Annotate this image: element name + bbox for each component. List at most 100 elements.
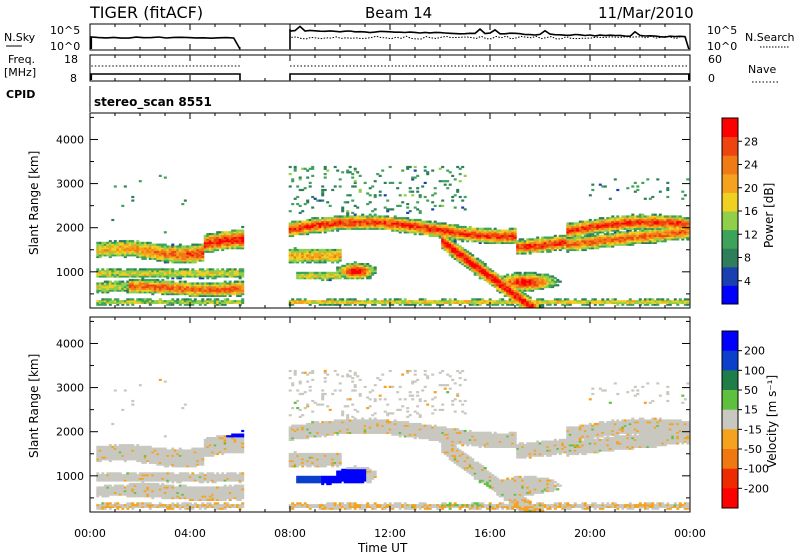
power-cell: [413, 225, 417, 229]
power-cell: [686, 218, 690, 222]
power-cell: [113, 284, 117, 287]
power-cell: [128, 240, 132, 243]
power-cell: [668, 222, 672, 225]
power-cell: [298, 300, 302, 303]
power-cell: [333, 275, 337, 278]
power-cell: [181, 280, 185, 283]
power-cell: [141, 255, 145, 259]
power-cell: [128, 275, 132, 278]
power-cell: [506, 231, 510, 234]
power-cell: [396, 222, 400, 225]
power-cell: [456, 238, 460, 241]
power-cell: [653, 231, 657, 234]
power-cell: [316, 300, 320, 303]
power-cell: [353, 301, 357, 304]
velocity-cell: [96, 449, 100, 452]
power-cell: [506, 241, 510, 244]
power-cell: [358, 264, 362, 267]
power-cell: [128, 252, 132, 255]
power-cell: [571, 236, 575, 239]
power-cell: [511, 284, 515, 287]
power-cell: [103, 285, 107, 289]
power-cell: [538, 248, 542, 252]
power-cell: [316, 231, 320, 234]
power-cell: [526, 271, 530, 274]
power-cell: [443, 298, 447, 301]
power-cell: [116, 273, 120, 276]
power-cell: [178, 268, 182, 271]
power-cell: [221, 234, 225, 237]
power-cell: [378, 222, 382, 225]
velocity-cell: [103, 505, 107, 508]
power-cell: [216, 238, 220, 241]
power-cell: [391, 217, 395, 220]
power-cell: [358, 300, 362, 303]
power-cell: [533, 238, 537, 241]
velocity-cell: [106, 475, 110, 478]
power-cell: [476, 298, 480, 301]
power-cell: [298, 301, 302, 304]
power-cell: [428, 225, 432, 229]
power-cell: [116, 287, 120, 290]
power-cell: [113, 268, 117, 271]
power-cell: [453, 194, 457, 197]
power-cell: [313, 259, 317, 262]
power-cell: [131, 282, 135, 285]
power-cell: [658, 231, 662, 234]
power-cell: [498, 284, 502, 287]
power-cell: [476, 303, 480, 306]
power-cell: [218, 291, 222, 294]
power-cell: [446, 300, 450, 303]
power-cell: [166, 287, 170, 290]
power-cell: [628, 301, 632, 304]
power-cell: [321, 218, 325, 222]
power-cell: [653, 220, 657, 223]
power-cell: [348, 268, 352, 271]
power-cell: [521, 300, 525, 303]
power-cell: [488, 236, 492, 239]
power-cell: [573, 234, 577, 237]
power-cell: [553, 277, 557, 280]
power-cell: [658, 222, 662, 225]
power-cell: [428, 233, 432, 236]
power-cell: [138, 180, 142, 183]
power-cell: [568, 229, 572, 232]
power-cell: [651, 241, 655, 244]
power-cell: [608, 245, 612, 248]
power-cell: [438, 222, 442, 225]
power-cell: [156, 270, 160, 273]
power-cell: [428, 222, 432, 225]
power-cell: [673, 220, 677, 223]
power-cell: [451, 236, 455, 239]
power-cell: [596, 240, 600, 243]
power-cell: [151, 271, 155, 274]
power-cell: [498, 289, 502, 292]
power-cell: [138, 252, 142, 255]
power-cell: [646, 217, 650, 220]
power-cell: [498, 240, 502, 243]
power-cell: [463, 250, 467, 253]
power-cell: [361, 303, 365, 306]
power-cell: [101, 241, 105, 244]
power-cell: [106, 284, 110, 287]
power-cell: [136, 278, 140, 282]
power-cell: [523, 275, 527, 278]
power-cell: [186, 252, 190, 255]
power-cell: [191, 300, 195, 303]
power-cell: [133, 241, 137, 244]
power-cell: [451, 195, 455, 199]
power-cell: [653, 241, 657, 244]
power-cell: [471, 255, 475, 259]
power-cell: [141, 301, 145, 304]
power-cell: [583, 225, 587, 229]
power-cell: [548, 300, 552, 303]
power-cell: [241, 231, 245, 234]
power-cell: [571, 231, 575, 234]
power-cell: [201, 294, 205, 297]
power-cell: [328, 257, 332, 260]
power-cell: [223, 270, 227, 273]
power-cell: [178, 282, 182, 285]
power-cell: [321, 217, 325, 220]
power-cell: [591, 240, 595, 243]
power-cell: [471, 303, 475, 306]
